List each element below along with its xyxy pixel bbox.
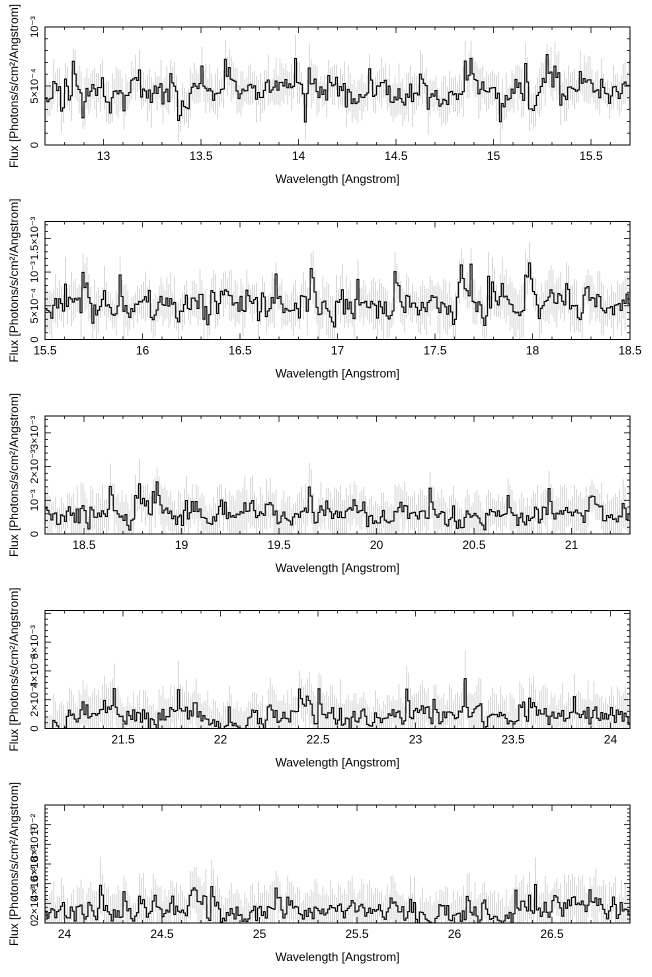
- y-tick-label: 5×10⁻⁴: [29, 68, 41, 104]
- y-tick-label: 4×10⁻³: [29, 653, 41, 688]
- y-tick-label: 10⁻³: [29, 489, 41, 511]
- x-tick-label: 15.5: [579, 149, 603, 163]
- y-tick-label: 2×10⁻³: [29, 886, 41, 921]
- x-tick-label: 24: [604, 733, 618, 747]
- y-tick-label: 0: [29, 336, 41, 342]
- y-tick-label: 2×10⁻³: [29, 449, 41, 484]
- y-tick-label: 1.5×10⁻³: [29, 216, 41, 260]
- y-axis-title: Flux [Photons/s/cm²/Angstrom]: [7, 4, 21, 168]
- y-axis-title: Flux [Photons/s/cm²/Angstrom]: [7, 393, 21, 557]
- y-tick-label: 8×10⁻³: [29, 827, 41, 862]
- spectrum-panel-3: 18.5 19 19.5 20 20.5 21 0 10⁻³ 2×10⁻³3×10⁻³ Wavel…: [7, 393, 631, 575]
- error-bars: [45, 650, 630, 729]
- spectrum-panel-2: 15.5 16 16.5 17 17.5 18 18.5 0 5×10⁻⁴ 10⁻³1.5×10⁻…: [7, 198, 642, 380]
- error-bars: [45, 242, 630, 340]
- y-axis-title: Flux [Photons/s/cm²/Angstrom]: [7, 782, 21, 946]
- spectrum-panel-5: 24 24.5 25 25.5 26 26.5 02×10⁻³4×10⁻³6×10⁻³8×1…: [7, 782, 631, 964]
- x-tick-label: 14: [292, 149, 306, 163]
- y-tick-label: 3×10⁻³: [29, 415, 41, 450]
- x-tick-label: 23.5: [501, 733, 525, 747]
- y-tick-label: 10⁻³: [29, 16, 41, 38]
- y-tick-label: 0: [29, 531, 41, 537]
- x-tick-label: 18: [526, 344, 540, 358]
- spectrum-line: [45, 481, 630, 531]
- x-tick-label: 18.5: [618, 344, 642, 358]
- spectrum-line: [45, 884, 630, 923]
- y-tick-label: 0: [29, 142, 41, 148]
- y-tick-label: 6×10⁻³: [29, 625, 41, 660]
- x-tick-label: 15: [487, 149, 501, 163]
- x-tick-label: 16: [136, 344, 150, 358]
- x-tick-label: 18.5: [72, 538, 96, 552]
- spectrum-line: [45, 262, 630, 328]
- x-tick-label: 25.5: [345, 927, 369, 941]
- x-axis-title: Wavelength [Angstrom]: [275, 172, 399, 186]
- y-tick-label: 0: [29, 725, 41, 731]
- x-tick-label: 23: [409, 733, 423, 747]
- y-tick-label: 2×10⁻³: [29, 682, 41, 717]
- y-tick-label: 0: [29, 920, 41, 926]
- x-tick-label: 22: [214, 733, 228, 747]
- x-tick-label: 26: [448, 927, 462, 941]
- spectrum-panel-1: 13 13.5 14 14.5 15 15.5 0 5×10⁻⁴ 10⁻³ Wavelength …: [7, 4, 631, 186]
- x-tick-label: 24.5: [150, 927, 174, 941]
- y-tick-label: 10⁻³: [29, 261, 41, 283]
- x-tick-label: 20.5: [462, 538, 486, 552]
- x-tick-label: 17: [331, 344, 345, 358]
- y-tick-label: 10⁻²: [29, 813, 41, 835]
- x-axis-title: Wavelength [Angstrom]: [275, 367, 399, 381]
- x-tick-label: 15.5: [33, 344, 57, 358]
- spectrum-line: [45, 54, 630, 123]
- x-tick-label: 13.5: [189, 149, 213, 163]
- y-tick-label: 5×10⁻⁴: [29, 288, 41, 324]
- x-axis-title: Wavelength [Angstrom]: [275, 950, 399, 964]
- x-tick-label: 13: [97, 149, 111, 163]
- error-bars: [45, 458, 630, 534]
- x-tick-label: 20: [370, 538, 384, 552]
- plot-frame: [44, 221, 631, 340]
- x-tick-label: 19: [175, 538, 189, 552]
- y-axis-title: Flux [Photons/s/cm²/Angstrom]: [7, 587, 21, 751]
- x-tick-label: 17.5: [423, 344, 447, 358]
- x-axis-title: Wavelength [Angstrom]: [275, 561, 399, 575]
- x-axis-title: Wavelength [Angstrom]: [275, 756, 399, 770]
- x-tick-label: 26.5: [540, 927, 564, 941]
- error-bars: [45, 856, 630, 923]
- y-tick-label: 6×10⁻³: [29, 847, 41, 882]
- x-tick-label: 24: [58, 927, 72, 941]
- x-tick-label: 22.5: [306, 733, 330, 747]
- spectrum-line: [45, 678, 630, 729]
- x-tick-label: 14.5: [384, 149, 408, 163]
- x-tick-label: 16.5: [228, 344, 252, 358]
- x-tick-label: 19.5: [267, 538, 291, 552]
- y-tick-label: 4×10⁻³: [29, 866, 41, 901]
- x-tick-label: 25: [253, 927, 267, 941]
- x-tick-label: 21.5: [111, 733, 135, 747]
- y-axis-title: Flux [Photons/s/cm²/Angstrom]: [7, 198, 21, 362]
- spectrum-panel-4: 21.5 22 22.5 23 23.5 24 0 2×10⁻³4×10⁻³6×10⁻³ Wav…: [7, 587, 631, 770]
- x-tick-label: 21: [565, 538, 579, 552]
